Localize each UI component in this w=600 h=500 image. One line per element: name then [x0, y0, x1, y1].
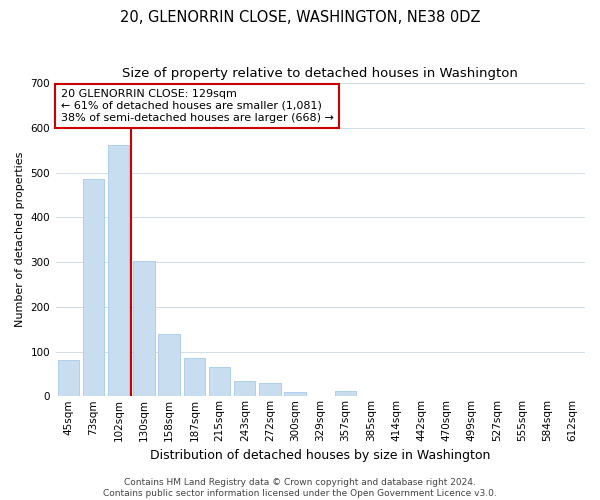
Bar — [133, 261, 155, 396]
Bar — [58, 360, 79, 397]
X-axis label: Distribution of detached houses by size in Washington: Distribution of detached houses by size … — [150, 450, 491, 462]
Text: Contains HM Land Registry data © Crown copyright and database right 2024.
Contai: Contains HM Land Registry data © Crown c… — [103, 478, 497, 498]
Bar — [259, 384, 281, 396]
Bar — [158, 334, 180, 396]
Bar — [108, 145, 130, 397]
Bar — [184, 358, 205, 397]
Bar — [209, 367, 230, 396]
Text: 20 GLENORRIN CLOSE: 129sqm
← 61% of detached houses are smaller (1,081)
38% of s: 20 GLENORRIN CLOSE: 129sqm ← 61% of deta… — [61, 90, 334, 122]
Bar — [234, 380, 256, 396]
Y-axis label: Number of detached properties: Number of detached properties — [15, 152, 25, 328]
Bar — [335, 391, 356, 396]
Bar — [83, 180, 104, 396]
Bar — [284, 392, 306, 396]
Title: Size of property relative to detached houses in Washington: Size of property relative to detached ho… — [122, 68, 518, 80]
Text: 20, GLENORRIN CLOSE, WASHINGTON, NE38 0DZ: 20, GLENORRIN CLOSE, WASHINGTON, NE38 0D… — [120, 10, 480, 25]
